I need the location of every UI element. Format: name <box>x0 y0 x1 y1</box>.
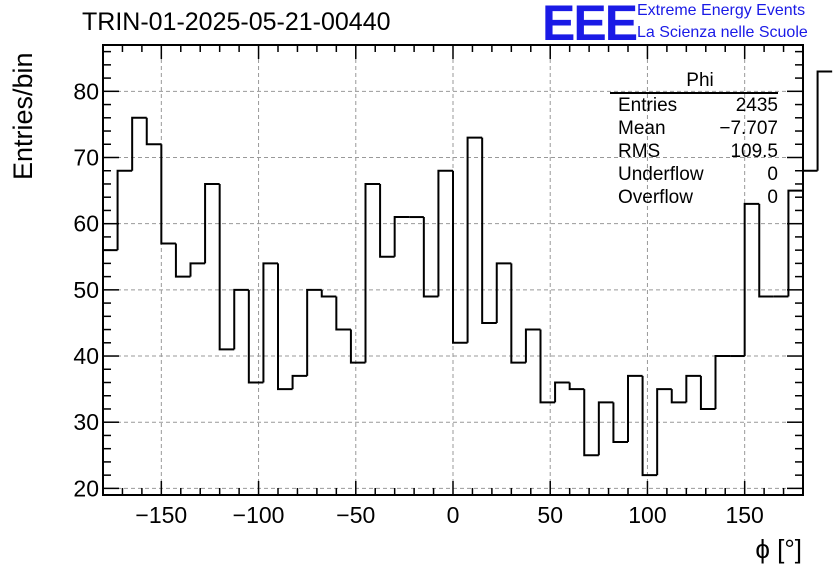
stats-value: 0 <box>767 187 778 208</box>
histogram-bin <box>641 375 658 477</box>
stats-row-entries: Entries 2435 <box>610 94 778 117</box>
histogram-bin <box>452 170 468 344</box>
histogram-bin <box>174 243 191 278</box>
histogram-bin <box>437 169 453 297</box>
x-tick-label: 50 <box>537 502 563 528</box>
stats-row-underflow: Underflow 0 <box>610 163 778 186</box>
histogram-bin <box>802 169 818 191</box>
plot-frame <box>102 44 804 496</box>
histogram-bin <box>189 262 206 277</box>
histogram-bin <box>335 296 351 331</box>
histogram-bin <box>116 169 133 251</box>
stats-box-title: Phi <box>610 70 778 94</box>
stats-value: 0 <box>767 164 778 185</box>
histogram-bin <box>670 389 687 404</box>
stats-value: 109.5 <box>730 141 778 162</box>
eee-logo: EEE <box>542 0 638 51</box>
histogram-bin <box>699 375 716 410</box>
histogram-bin <box>277 263 293 391</box>
histogram-bins <box>103 70 833 477</box>
histogram-bin <box>685 374 701 403</box>
histogram-bin <box>306 288 322 376</box>
histogram-bin <box>495 262 512 323</box>
histogram-bin <box>262 262 278 383</box>
histogram-bin <box>510 263 526 364</box>
stats-label: Mean <box>618 118 666 139</box>
histogram-bin <box>466 136 483 343</box>
histogram-bin <box>233 288 249 350</box>
histogram-bin <box>481 137 497 324</box>
x-tick-label: 150 <box>725 502 763 528</box>
histogram-bin <box>204 182 220 264</box>
histogram-bin <box>349 329 366 364</box>
histogram-bin <box>583 389 599 457</box>
y-axis-label: Entries/bin <box>8 52 38 180</box>
histogram-bin <box>422 217 439 298</box>
histogram-bin <box>320 289 337 298</box>
stats-label: Entries <box>618 95 678 116</box>
histogram-bin <box>379 183 395 258</box>
histogram-bin <box>364 182 381 363</box>
x-tick-label: −100 <box>233 502 285 528</box>
histogram-bin <box>656 388 672 476</box>
histogram-bin <box>743 202 760 357</box>
stats-label: Underflow <box>618 164 704 185</box>
y-tick-label: 70 <box>73 145 99 171</box>
y-tick-label: 40 <box>73 343 99 369</box>
stats-label: Overflow <box>618 187 693 208</box>
histogram-bin <box>714 355 731 409</box>
histogram-bin <box>291 374 308 390</box>
histogram-bin <box>787 189 803 297</box>
histogram-bin <box>218 183 235 351</box>
histogram-bin <box>393 216 410 257</box>
histogram-bin <box>597 401 614 456</box>
histogram-bin <box>131 116 147 171</box>
x-tick-label: −50 <box>336 502 375 528</box>
histogram-bin <box>627 374 643 443</box>
x-tick-label: 100 <box>628 502 666 528</box>
axis-ticks <box>103 45 803 495</box>
histogram-bin <box>160 144 176 245</box>
stats-label: RMS <box>618 141 661 162</box>
histogram-bin <box>568 382 585 391</box>
y-tick-label: 20 <box>73 475 99 501</box>
x-tick-label: 0 <box>447 502 460 528</box>
histogram-bin <box>539 329 556 404</box>
chart-title: TRIN-01-2025-05-21-00440 <box>82 8 391 36</box>
histogram-bin <box>145 117 162 146</box>
logo-caption-line2: La Scienza nelle Scuole <box>637 24 808 41</box>
histogram-bin <box>247 289 264 384</box>
y-tick-label: 30 <box>73 409 99 435</box>
histogram-bin <box>758 203 774 298</box>
stats-value: 2435 <box>735 95 778 116</box>
y-tick-labels: 20 30 40 50 60 70 80 <box>73 78 99 501</box>
histogram-bin <box>612 402 628 444</box>
stats-row-mean: Mean −7.707 <box>610 117 778 140</box>
histogram-bin <box>524 328 541 363</box>
x-axis-label: ϕ [°] <box>755 534 802 564</box>
stats-box: Phi Entries 2435 Mean −7.707 RMS 109.5 U… <box>610 70 778 209</box>
y-tick-label: 50 <box>73 277 99 303</box>
y-tick-label: 60 <box>73 211 99 237</box>
x-tick-labels: −150 −100 −50 0 50 100 150 <box>135 502 763 528</box>
stats-row-rms: RMS 109.5 <box>610 140 778 163</box>
histogram-bin <box>816 70 833 171</box>
stats-row-overflow: Overflow 0 <box>610 186 778 209</box>
x-tick-label: −150 <box>135 502 187 528</box>
y-tick-label: 80 <box>73 78 99 104</box>
logo-caption-line1: Extreme Energy Events <box>637 2 806 19</box>
stats-value: −7.707 <box>719 118 778 139</box>
histogram-bin <box>554 381 570 403</box>
